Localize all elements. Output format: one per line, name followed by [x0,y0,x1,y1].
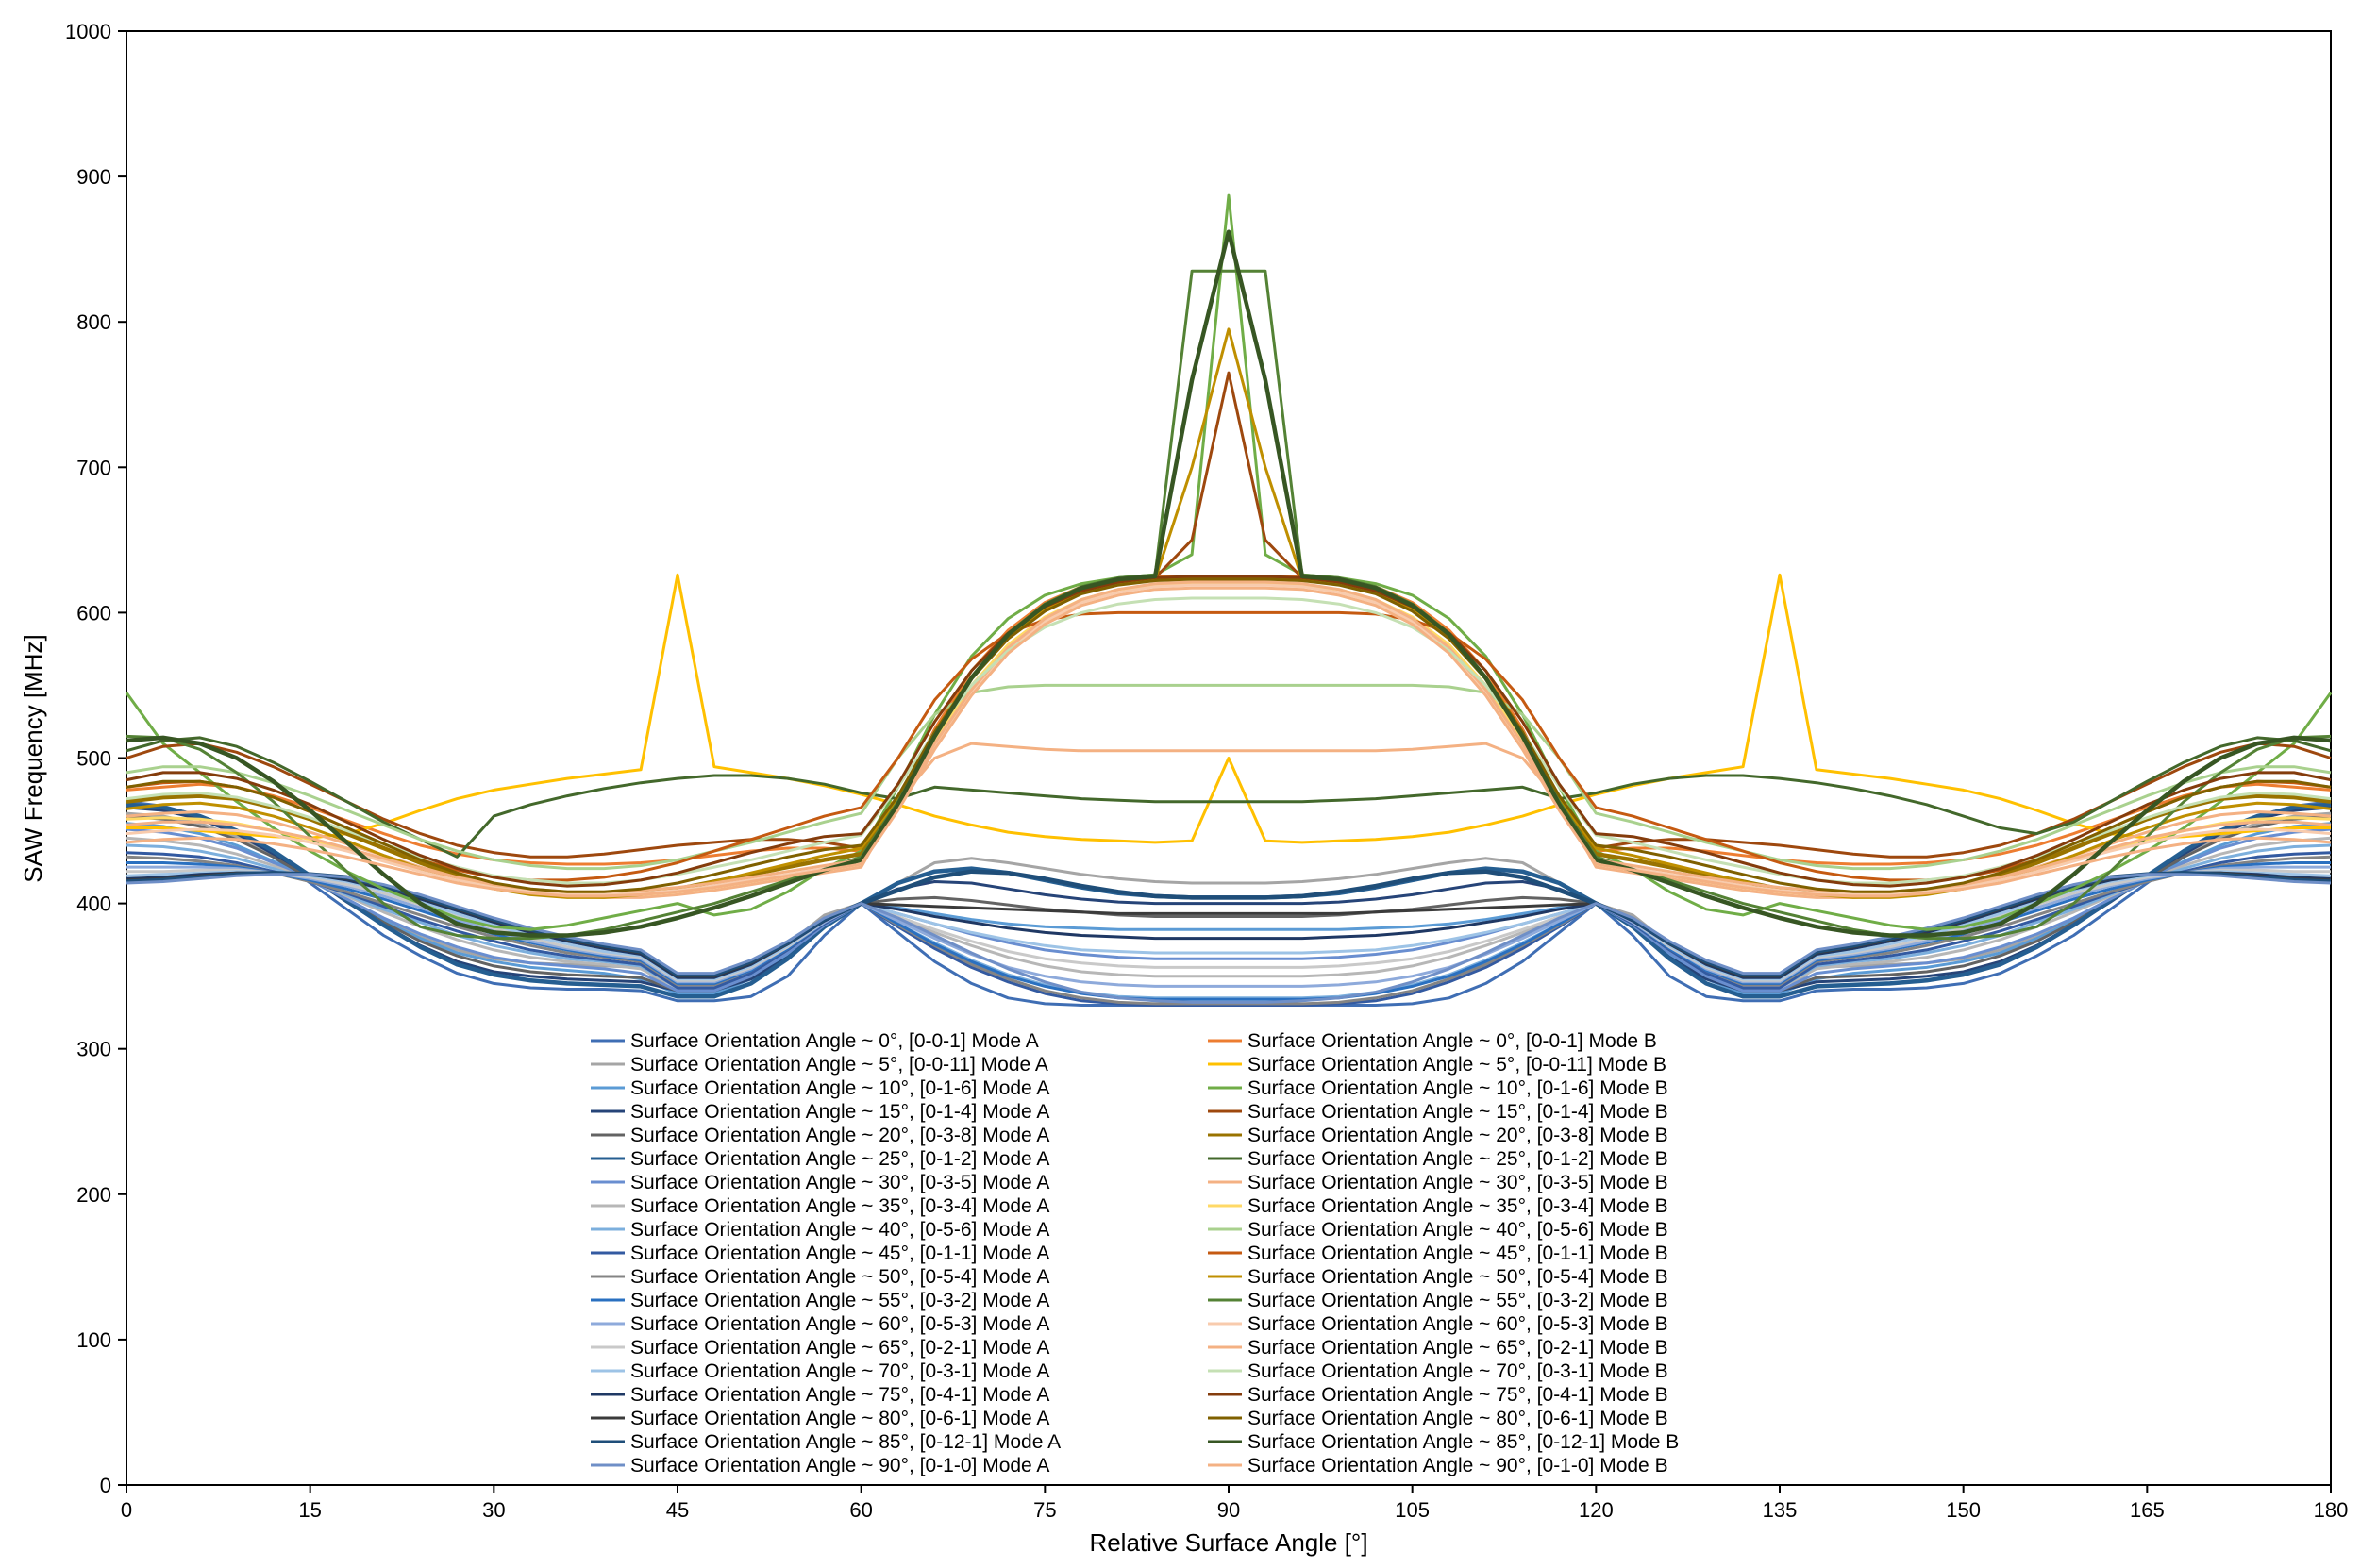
x-tick-label: 120 [1579,1498,1614,1522]
legend-entry: Surface Orientation Angle ~ 40°, [0-5-6]… [1247,1219,1668,1241]
legend-entry: Surface Orientation Angle ~ 5°, [0-0-11]… [630,1054,1048,1076]
series-line-18 [126,869,2332,977]
legend-entry: Surface Orientation Angle ~ 55°, [0-3-2]… [630,1290,1049,1311]
legend-entry: Surface Orientation Angle ~ 80°, [0-6-1]… [1247,1408,1668,1429]
series-line-23 [126,371,2332,859]
legend-entry: Surface Orientation Angle ~ 5°, [0-0-11]… [1247,1054,1666,1076]
legend-entry: Surface Orientation Angle ~ 70°, [0-3-1]… [630,1360,1049,1382]
legend-entry: Surface Orientation Angle ~ 40°, [0-5-6]… [630,1219,1049,1241]
x-axis-title: Relative Surface Angle [°] [1089,1528,1367,1557]
series-layer [125,193,2333,1007]
y-axis-title: SAW Frequency [MHz] [19,634,47,882]
legend-entry: Surface Orientation Angle ~ 35°, [0-3-4]… [1247,1195,1668,1217]
legend-entry: Surface Orientation Angle ~ 25°, [0-1-2]… [630,1148,1049,1170]
series-line-8 [126,836,2332,990]
x-tick-label: 165 [2130,1498,2165,1522]
legend-entry: Surface Orientation Angle ~ 75°, [0-4-1]… [1247,1384,1668,1406]
series-line-21 [126,573,2331,844]
x-tick-label: 45 [666,1498,689,1522]
series-line-28 [126,683,2332,871]
y-tick-label: 0 [100,1474,111,1497]
legend-entry: Surface Orientation Angle ~ 80°, [0-6-1]… [630,1408,1049,1429]
legend-entry: Surface Orientation Angle ~ 30°, [0-3-5]… [630,1172,1049,1193]
legend-entry: Surface Orientation Angle ~ 60°, [0-5-3]… [1247,1313,1668,1335]
legend-entry: Surface Orientation Angle ~ 15°, [0-1-4]… [1247,1101,1668,1123]
y-tick-label: 500 [76,747,111,771]
series-line-35 [126,575,2332,888]
series-line-33 [126,580,2332,893]
legend-entry: Surface Orientation Angle ~ 25°, [0-1-2]… [1247,1148,1668,1170]
series-line-37 [126,229,2332,938]
x-tick-label: 75 [1033,1498,1056,1522]
y-tick-label: 900 [76,165,111,189]
x-tick-label: 150 [1946,1498,1981,1522]
legend-entry: Surface Orientation Angle ~ 35°, [0-3-4]… [630,1195,1049,1217]
x-tick-label: 60 [849,1498,872,1522]
x-tick-label: 90 [1217,1498,1240,1522]
series-line-22 [125,193,2333,931]
legend-entry: Surface Orientation Angle ~ 85°, [0-12-1… [1247,1431,1679,1453]
series-line-4 [126,806,2332,993]
legend-entry: Surface Orientation Angle ~ 15°, [0-1-4]… [630,1101,1049,1123]
series-line-25 [126,736,2332,859]
legend-entry: Surface Orientation Angle ~ 75°, [0-4-1]… [630,1384,1049,1406]
series-line-31 [126,269,2332,941]
x-tick-label: 0 [121,1498,132,1522]
series-line-32 [126,583,2332,896]
series-line-15 [126,870,2332,981]
series-line-19 [126,873,2332,1004]
series-line-36 [126,577,2332,893]
legend-entry: Surface Orientation Angle ~ 50°, [0-5-4]… [630,1266,1049,1288]
legend-entry: Surface Orientation Angle ~ 50°, [0-5-4]… [1247,1266,1668,1288]
legend-entry: Surface Orientation Angle ~ 0°, [0-0-1] … [1247,1030,1657,1052]
series-line-38 [126,586,2332,898]
y-tick-label: 800 [76,310,111,334]
x-tick-label: 15 [298,1498,321,1522]
legend: Surface Orientation Angle ~ 0°, [0-0-1] … [591,1030,1679,1476]
legend-entry: Surface Orientation Angle ~ 45°, [0-1-1]… [630,1243,1049,1264]
series-line-10 [126,851,2332,1007]
series-line-2 [126,811,2332,995]
y-tick-label: 400 [76,892,111,916]
legend-entry: Surface Orientation Angle ~ 65°, [0-2-1]… [1247,1337,1668,1359]
legend-entry: Surface Orientation Angle ~ 65°, [0-2-1]… [630,1337,1049,1359]
legend-entry: Surface Orientation Angle ~ 0°, [0-0-1] … [630,1030,1039,1052]
x-axis: 0 15 30 45 60 75 90 105 120 135 150 165 180 [121,1485,2348,1522]
x-tick-label: 180 [2314,1498,2349,1522]
y-tick-label: 700 [76,456,111,479]
legend-entry: Surface Orientation Angle ~ 45°, [0-1-1]… [1247,1243,1668,1264]
x-tick-label: 30 [482,1498,505,1522]
series-line-7 [126,827,2332,993]
legend-entry: Surface Orientation Angle ~ 90°, [0-1-0]… [1247,1455,1668,1476]
series-line-34 [126,596,2332,885]
y-tick-label: 600 [76,601,111,625]
legend-entry: Surface Orientation Angle ~ 85°, [0-12-1… [630,1431,1061,1453]
legend-entry: Surface Orientation Angle ~ 90°, [0-1-0]… [630,1455,1049,1476]
y-tick-label: 300 [76,1038,111,1061]
x-tick-label: 105 [1395,1498,1430,1522]
x-tick-label: 135 [1763,1498,1798,1522]
y-tick-label: 200 [76,1183,111,1207]
legend-entry: Surface Orientation Angle ~ 70°, [0-3-1]… [1247,1360,1668,1382]
y-tick-label: 100 [76,1328,111,1352]
legend-entry: Surface Orientation Angle ~ 10°, [0-1-6]… [1247,1077,1668,1099]
y-tick-label: 1000 [65,20,111,43]
legend-entry: Surface Orientation Angle ~ 20°, [0-3-8]… [1247,1125,1668,1146]
legend-entry: Surface Orientation Angle ~ 60°, [0-5-3]… [630,1313,1049,1335]
legend-entry: Surface Orientation Angle ~ 10°, [0-1-6]… [630,1077,1049,1099]
y-axis: 0 100 200 300 400 500 600 700 800 900 1000 [65,20,126,1497]
legend-entry: Surface Orientation Angle ~ 20°, [0-3-8]… [630,1125,1049,1146]
series-line-3 [126,822,2332,995]
series-line-5 [126,814,2332,993]
legend-entry: Surface Orientation Angle ~ 55°, [0-3-2]… [1247,1290,1668,1311]
legend-entry: Surface Orientation Angle ~ 30°, [0-3-5]… [1247,1172,1668,1193]
